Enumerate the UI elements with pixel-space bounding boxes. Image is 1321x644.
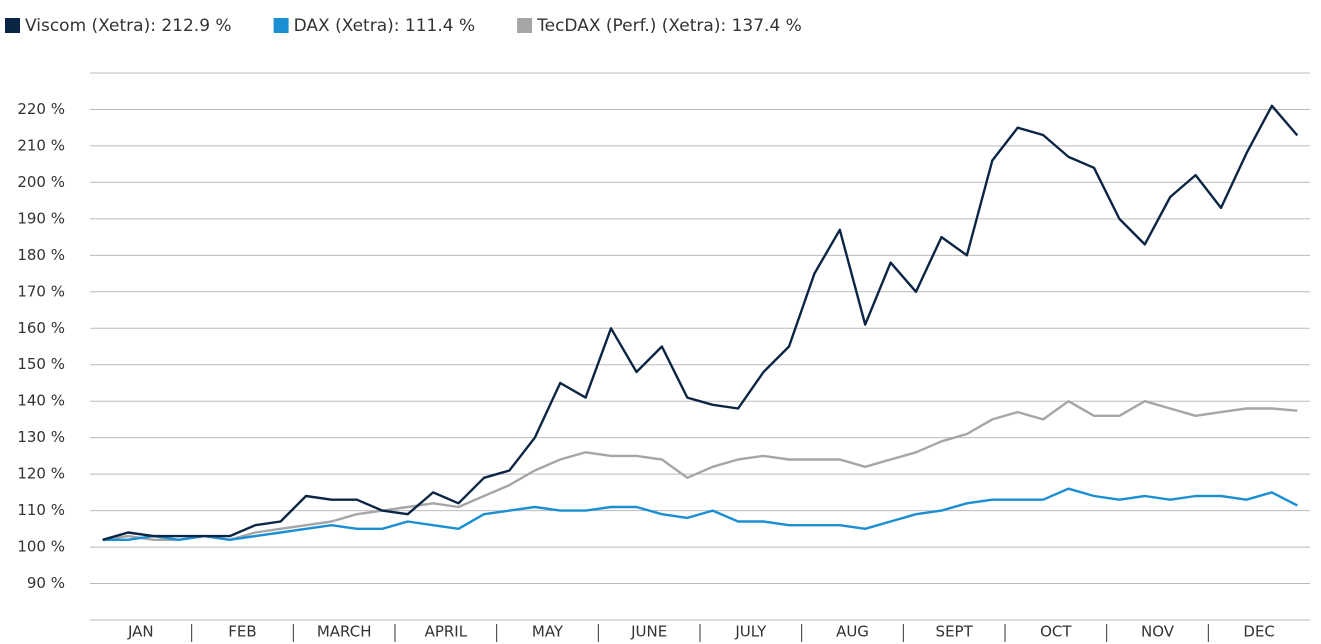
x-tick-label: MAY <box>532 623 564 641</box>
y-tick-label: 210 % <box>17 136 65 154</box>
y-tick-label: 130 % <box>17 428 65 446</box>
x-tick-label: DEC <box>1243 623 1275 641</box>
legend-label: TecDAX (Perf.) (Xetra): 137.4 % <box>536 16 802 36</box>
x-tick-label: AUG <box>836 623 869 641</box>
x-tick-label: JAN <box>127 623 154 641</box>
y-tick-label: 160 % <box>17 319 65 337</box>
series-line <box>102 487 1298 541</box>
legend-swatch <box>5 18 20 33</box>
x-tick-label: APRIL <box>425 623 468 641</box>
y-tick-label: 220 % <box>17 100 65 118</box>
legend-label: DAX (Xetra): 111.4 % <box>294 16 476 36</box>
legend-swatch <box>517 18 533 33</box>
y-tick-label: 120 % <box>17 465 65 483</box>
y-tick-label: 150 % <box>17 355 65 373</box>
legend: Viscom (Xetra): 212.9 % DAX (Xetra): 111.… <box>5 16 802 36</box>
legend-label: Viscom (Xetra): 212.9 % <box>25 16 232 36</box>
y-tick-label: 140 % <box>17 392 65 410</box>
x-tick-label: JULY <box>734 623 767 641</box>
x-tick-label: MARCH <box>317 623 372 641</box>
y-tick-label: 190 % <box>17 209 65 227</box>
x-tick-label: JUNE <box>630 623 667 641</box>
x-tick-label: OCT <box>1040 623 1072 641</box>
y-tick-label: 90 % <box>27 574 65 592</box>
x-tick-label: FEB <box>228 623 256 641</box>
series-line <box>102 104 1299 541</box>
y-tick-label: 100 % <box>17 538 65 556</box>
y-tick-label: 180 % <box>17 246 65 264</box>
legend-swatch <box>273 18 289 33</box>
series-line <box>102 400 1298 541</box>
x-tick-label: NOV <box>1141 623 1175 641</box>
x-tick-label: SEPT <box>936 623 974 641</box>
y-tick-label: 200 % <box>17 173 65 191</box>
y-tick-label: 170 % <box>17 282 65 300</box>
y-tick-label: 110 % <box>17 501 65 519</box>
